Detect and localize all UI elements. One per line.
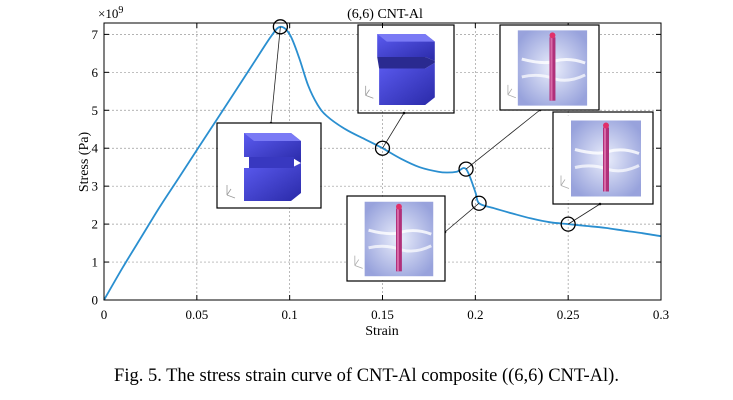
inset-frame (216, 122, 322, 209)
y-tick-label: 2 (92, 217, 99, 232)
point-marker (272, 19, 289, 35)
inset-frame (357, 24, 455, 114)
inset-panel-exposed-cnt (499, 24, 600, 111)
connector-line (270, 26, 281, 124)
connector-line (465, 109, 541, 170)
y-tick-label: 7 (92, 27, 99, 42)
y-exponent-label: ×109 (98, 5, 123, 21)
inset-panel-intact-block (216, 122, 322, 209)
inset-snapshots (216, 24, 654, 282)
marker-layer (272, 19, 576, 232)
chart-title: (6,6) CNT-Al (347, 7, 423, 22)
x-tick-label: 0 (101, 307, 108, 322)
inset-panel-cracked-block (357, 24, 455, 114)
y-axis-title: Stress (Pa) (77, 132, 92, 193)
figure-caption: Fig. 5. The stress strain curve of CNT-A… (114, 366, 619, 386)
x-tick-label: 0.05 (185, 307, 208, 322)
point-marker (560, 216, 576, 232)
y-multiplier: ×10 (98, 6, 118, 21)
y-tick-label: 4 (92, 141, 99, 156)
y-tick-label: 6 (92, 65, 99, 80)
x-tick-label: 0.2 (467, 307, 483, 322)
intact-block-snapshot (218, 123, 320, 208)
point-marker (374, 140, 391, 156)
connector-line (567, 203, 601, 225)
axis-ticks: 0 0.05 0.1 0.15 0.2 0.25 0.3 0 1 2 3 4 5 6 7 (92, 23, 669, 322)
y-tick-label: 0 (92, 293, 99, 308)
point-marker (458, 161, 474, 177)
point-marker (471, 195, 487, 211)
cracked-block-snapshot (358, 27, 454, 111)
inset-panel-exposed-cnt (552, 111, 654, 205)
x-tick-label: 0.15 (371, 307, 394, 322)
exposed-cnt-snapshot (347, 196, 445, 281)
exposed-cnt-snapshot (500, 25, 599, 110)
x-tick-label: 0.25 (557, 307, 580, 322)
x-tick-label: 0.1 (282, 307, 298, 322)
inset-panel-exposed-cnt (346, 195, 446, 282)
inset-frame (499, 24, 600, 111)
inset-frame (552, 111, 654, 205)
x-axis-title: Strain (365, 324, 398, 339)
y-exponent: 9 (118, 5, 123, 16)
y-tick-label: 1 (92, 255, 99, 270)
y-tick-label: 3 (92, 179, 99, 194)
exposed-cnt-snapshot (553, 113, 653, 203)
inset-frame (346, 195, 446, 282)
y-tick-label: 5 (92, 103, 99, 118)
x-tick-label: 0.3 (653, 307, 669, 322)
